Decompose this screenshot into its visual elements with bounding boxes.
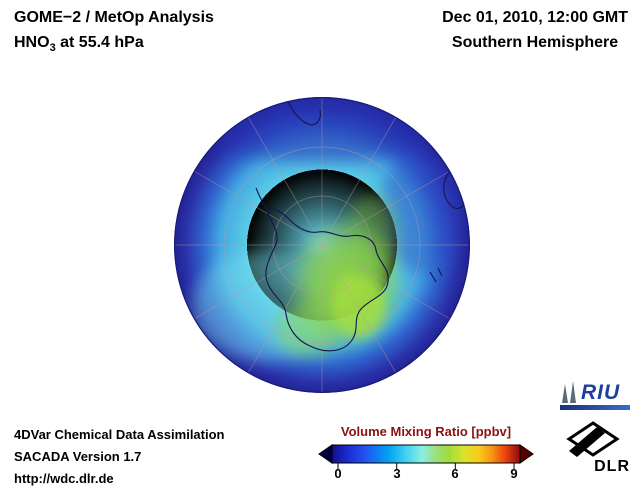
dark-patch-right <box>380 150 464 274</box>
antarctic-peninsula <box>255 187 271 214</box>
dlr-logo: DLR <box>566 420 632 476</box>
colorbar-title: Volume Mixing Ratio [ppbv] <box>340 424 512 439</box>
version-line: SACADA Version 1.7 <box>14 449 142 464</box>
disc-outline <box>174 97 470 393</box>
url-line: http://wdc.dlr.de <box>14 471 114 486</box>
graticule <box>174 97 470 393</box>
new-zealand-coastline <box>429 267 443 283</box>
colorbar-tick-0: 0 <box>334 466 342 481</box>
hemisphere-map <box>172 94 472 396</box>
colorbar <box>318 444 534 469</box>
colorbar-tick-9: 9 <box>510 466 518 481</box>
enhanced-hno3-arm-south <box>276 303 340 357</box>
riu-underline <box>560 405 630 410</box>
formula-subscript: 3 <box>49 42 56 55</box>
hemisphere-map-svg <box>174 97 470 393</box>
species-level-label: HNO3 at 55.4 hPa <box>14 35 214 54</box>
header-right: Dec 01, 2010, 12:00 GMT Southern Hemisph… <box>442 10 628 51</box>
cathedral-icon <box>562 381 576 403</box>
africa-coastline <box>391 101 415 113</box>
enhanced-hno3-core <box>331 275 385 337</box>
dlr-logo-icon <box>566 421 620 457</box>
dlr-text: DLR <box>594 458 630 475</box>
colorbar-under-range-arrow <box>318 444 333 464</box>
header-left: GOME−2 / MetOp Analysis HNO3 at 55.4 hPa <box>14 10 214 54</box>
south-america-coastline <box>285 97 321 126</box>
colorbar-tick-3: 3 <box>393 466 401 481</box>
antarctica-coastline <box>265 208 389 352</box>
enhanced-hno3-arm-north <box>347 194 397 274</box>
colorbar-gradient <box>331 444 521 464</box>
riu-text: RIU <box>581 381 621 404</box>
analysis-title: GOME−2 / MetOp Analysis <box>14 9 214 26</box>
formula-prefix: HNO <box>14 34 50 51</box>
assimilation-line: 4DVar Chemical Data Assimilation <box>14 427 225 442</box>
plot-page: { "header": { "title": "GOME−2 / MetOp A… <box>14 9 632 486</box>
colorbar-tick-marks <box>337 463 515 469</box>
colorbar-tick-6: 6 <box>451 466 459 481</box>
date-label: Dec 01, 2010, 12:00 GMT <box>442 9 628 26</box>
formula-suffix: at 55.4 hPa <box>55 34 144 51</box>
hemisphere-label: Southern Hemisphere <box>451 34 619 51</box>
colorbar-over-range-arrow <box>519 444 534 464</box>
footer-attribution: 4DVar Chemical Data Assimilation SACADA … <box>14 424 225 490</box>
riu-logo: RIU <box>560 381 632 410</box>
